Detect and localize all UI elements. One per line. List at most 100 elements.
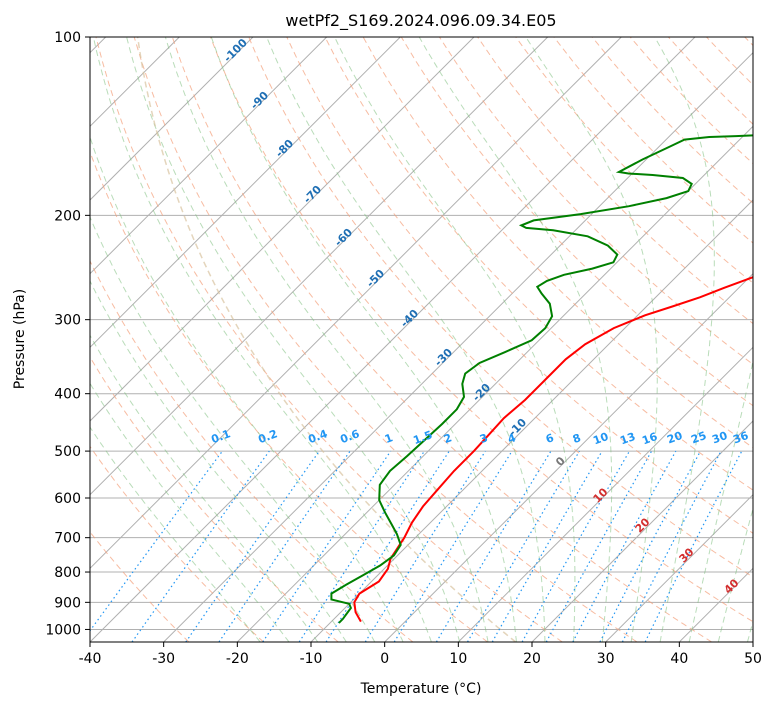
mixing-ratio-line	[185, 450, 320, 642]
dry-adiabat-line	[90, 445, 264, 642]
moist-adiabat-line	[90, 334, 319, 642]
mixing-ratio-label: 6	[544, 431, 556, 446]
isotherm-line	[678, 567, 753, 642]
y-tick-label: 800	[54, 565, 81, 581]
y-tick-label: 600	[54, 491, 81, 507]
mixing-ratio-label: 13	[618, 430, 637, 447]
dry-adiabat-label: -100	[221, 36, 250, 65]
moist-adiabat-line	[90, 426, 261, 642]
mixing-ratio-line	[599, 450, 702, 642]
dry-adiabat-label: -80	[273, 137, 296, 160]
dry-adiabat-label: -70	[301, 183, 324, 206]
mixing-ratio-line	[298, 450, 425, 642]
moist-adiabat-line	[525, 37, 658, 642]
mixing-ratio-line	[325, 450, 450, 642]
dry-adiabat-line	[95, 37, 563, 642]
dry-adiabat-line	[171, 37, 712, 642]
moist-adiabat-line	[92, 37, 432, 642]
moist-adiabat-line	[164, 37, 489, 642]
x-tick-label: 50	[744, 651, 762, 667]
moist-adiabat-line	[654, 37, 715, 642]
y-tick-label: 300	[54, 313, 81, 329]
y-tick-label: 100	[54, 30, 81, 46]
isotherm-line	[90, 37, 549, 496]
moist-adiabat-line	[266, 37, 546, 642]
mixing-ratio-label: 3	[478, 431, 490, 446]
mixing-ratio-line	[572, 450, 677, 642]
mixing-ratio-label: 0.4	[306, 427, 329, 446]
mixing-ratio-label: 1	[383, 431, 395, 446]
dry-adiabat-line	[286, 37, 753, 534]
mixing-ratio-line	[466, 450, 580, 642]
dry-adiabat-label: -90	[248, 89, 271, 112]
x-tick-label: -10	[300, 651, 323, 667]
x-tick-label: -40	[79, 651, 102, 667]
isotherm-line	[90, 37, 622, 570]
y-tick-label: 900	[54, 595, 81, 611]
mixing-ratio-label: 2	[442, 431, 454, 446]
isotherm-line	[90, 37, 328, 275]
dry-adiabat-label: -20	[470, 381, 493, 404]
mixing-ratio-label: 0.6	[338, 427, 361, 446]
mixing-ratio-label: 8	[571, 431, 583, 446]
x-tick-label: 30	[597, 651, 615, 667]
dry-adiabat-line	[438, 37, 753, 366]
dry-adiabat-line	[477, 37, 753, 325]
mixing-ratio-label: 16	[640, 430, 659, 448]
dry-adiabat-line	[210, 37, 753, 623]
mixing-ratio-label: 20	[665, 429, 684, 447]
isotherm-line	[236, 125, 753, 642]
moist-adiabat-line	[418, 37, 613, 642]
dry-adiabat-line	[706, 37, 753, 86]
x-tick-label: 40	[670, 651, 688, 667]
mixing-ratio-label: 4	[506, 431, 518, 446]
mixing-ratio-line	[435, 450, 552, 642]
dry-adiabat-label: -30	[432, 346, 455, 369]
isotherm-line	[531, 420, 753, 642]
dry-adiabat-line	[133, 37, 638, 642]
mixing-ratio-label: 30	[710, 429, 729, 447]
x-tick-label: 20	[523, 651, 541, 667]
dry-adiabat-line	[744, 37, 753, 47]
mixing-ratio-line	[364, 450, 486, 642]
mixing-ratio-label: 1.5	[411, 428, 434, 447]
x-axis-label: Temperature (°C)	[360, 681, 482, 697]
y-axis-label: Pressure (hPa)	[12, 289, 28, 389]
mixing-ratio-label: 0.2	[256, 427, 279, 446]
mixing-ratio-line	[90, 450, 223, 632]
x-tick-label: 10	[449, 651, 467, 667]
chart-title: wetPf2_S169.2024.096.09.34.E05	[285, 11, 556, 31]
dry-adiabat-label: -40	[398, 307, 421, 330]
mixing-ratio-line	[131, 450, 270, 642]
mixing-ratio-line	[644, 450, 743, 642]
moist-adiabat-label: 30	[677, 545, 697, 565]
x-tick-label: 0	[380, 651, 389, 667]
dry-adiabat-line	[248, 37, 753, 578]
isotherm-line	[457, 346, 753, 642]
y-tick-label: 700	[54, 531, 81, 547]
y-tick-label: 500	[54, 444, 81, 460]
dry-adiabat-line	[90, 356, 339, 642]
dry-adiabat-line	[515, 37, 753, 284]
dry-adiabat-line	[90, 531, 190, 642]
y-tick-label: 400	[54, 387, 81, 403]
mixing-ratio-line	[545, 450, 653, 642]
moist-adiabat-line	[717, 506, 753, 642]
mixing-ratio-line	[262, 450, 392, 642]
mixing-ratio-label: 0.1	[209, 427, 232, 446]
mixing-ratio-label: 25	[689, 429, 708, 446]
moist-adiabat-label: 20	[633, 515, 653, 535]
x-tick-label: -30	[152, 651, 175, 667]
dry-adiabat-line	[324, 37, 753, 491]
x-tick-label: -20	[226, 651, 249, 667]
moist-adiabat-label: 40	[722, 576, 742, 596]
dry-adiabat-line	[90, 259, 414, 642]
moist-adiabat-line	[90, 215, 376, 642]
moist-adiabat-line	[334, 37, 576, 642]
isotherm-line	[90, 37, 696, 642]
moist-adiabat-line	[90, 382, 290, 642]
moist-adiabat-line	[126, 37, 461, 642]
isotherm-line	[90, 37, 254, 201]
moist-adiabat-line	[688, 358, 753, 642]
